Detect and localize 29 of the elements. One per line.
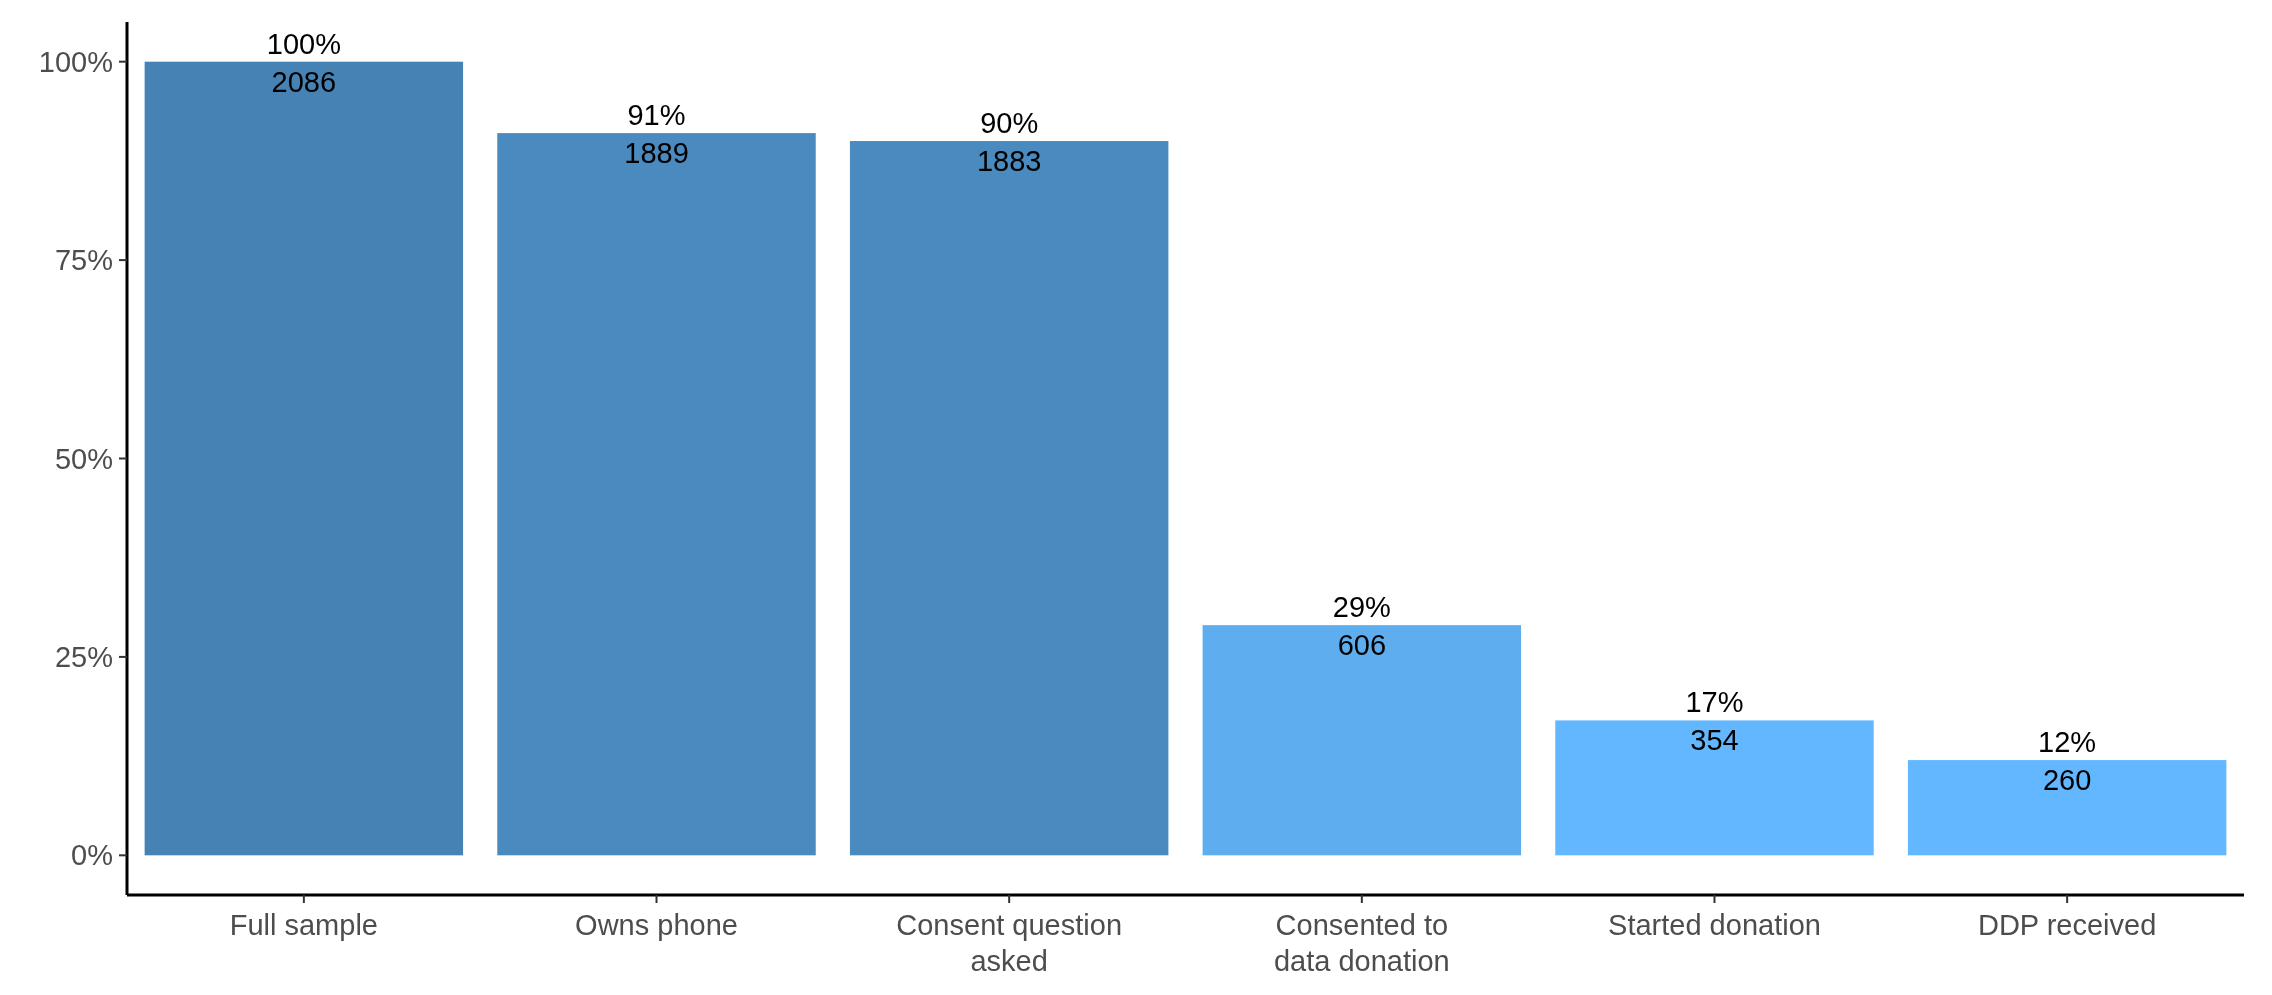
data-label: 90% — [980, 107, 1039, 140]
y-tick-label: 100% — [38, 45, 113, 78]
annotation: 2086 — [271, 65, 337, 98]
bar — [849, 141, 1169, 856]
y-tick-label: 25% — [54, 641, 113, 674]
annotation: 1883 — [976, 145, 1042, 178]
x-tick-label: Started donation — [1608, 909, 1821, 941]
bar — [1555, 720, 1874, 856]
annotation: 354 — [1690, 724, 1739, 757]
x-tick-label: DDP received — [1977, 909, 2157, 941]
data-label: 17% — [1685, 686, 1744, 719]
data-label: 12% — [2038, 726, 2097, 759]
data-label: 29% — [1332, 591, 1391, 624]
data-label: 100% — [266, 27, 341, 60]
annotation: 1889 — [624, 137, 689, 170]
annotation: 260 — [2042, 764, 2092, 797]
annotation: 606 — [1337, 629, 1387, 662]
x-tick-label: Consented to data donation — [1273, 909, 1450, 977]
x-tick-label: Full sample — [229, 909, 378, 941]
bar — [497, 133, 816, 856]
x-tick-label: Owns phone — [575, 909, 738, 941]
bar — [1202, 625, 1522, 856]
y-tick-label: 75% — [54, 244, 113, 277]
y-tick-label: 50% — [54, 442, 113, 475]
bar — [144, 61, 464, 856]
bar — [1907, 760, 2227, 856]
x-tick-label: Consent question asked — [896, 909, 1123, 977]
data-label: 91% — [627, 99, 686, 132]
y-tick-label: 0% — [71, 839, 113, 872]
